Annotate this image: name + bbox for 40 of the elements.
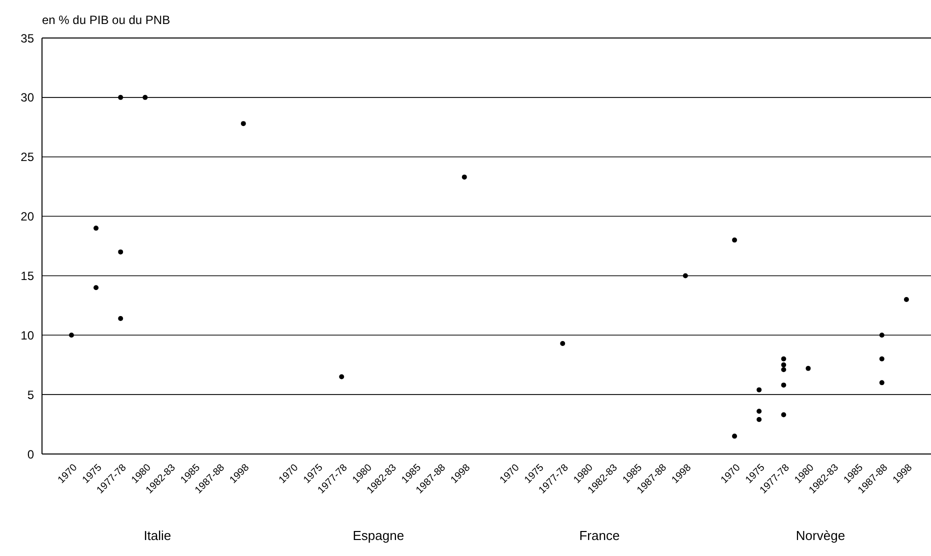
point — [879, 332, 884, 338]
point — [756, 387, 762, 392]
y-tick-label: 15 — [20, 268, 34, 283]
y-tick-label: 20 — [20, 210, 34, 224]
y-tick-label: 10 — [20, 328, 34, 342]
point — [806, 366, 811, 371]
text: France — [578, 528, 621, 543]
y-tick-label: 30 — [20, 90, 34, 105]
y-tick-label: 25 — [20, 150, 34, 164]
point — [879, 356, 884, 362]
text: Italie — [142, 528, 172, 543]
point — [94, 226, 99, 231]
text: Norvège — [794, 528, 846, 543]
point — [756, 417, 762, 422]
point — [94, 285, 99, 290]
point — [462, 174, 467, 180]
point — [732, 238, 738, 243]
point — [118, 94, 124, 100]
point — [879, 380, 884, 386]
point — [68, 332, 74, 338]
text: Espagne — [352, 528, 406, 543]
y-tick-label: 5 — [27, 388, 34, 402]
point — [118, 249, 124, 254]
point — [560, 340, 566, 346]
point — [904, 296, 909, 302]
y-tick-label: 35 — [20, 31, 34, 46]
point — [781, 412, 786, 418]
y-tick-label: 0 — [27, 447, 34, 462]
point — [142, 94, 148, 100]
point — [756, 408, 762, 414]
point — [781, 362, 786, 368]
point — [240, 121, 246, 126]
point — [732, 434, 738, 439]
point — [781, 367, 786, 372]
point — [781, 356, 786, 362]
point — [118, 316, 124, 322]
point — [682, 273, 688, 278]
point — [781, 382, 786, 388]
y-axis-title: en % du PIB ou du PNB — [42, 13, 170, 27]
point — [339, 374, 344, 380]
